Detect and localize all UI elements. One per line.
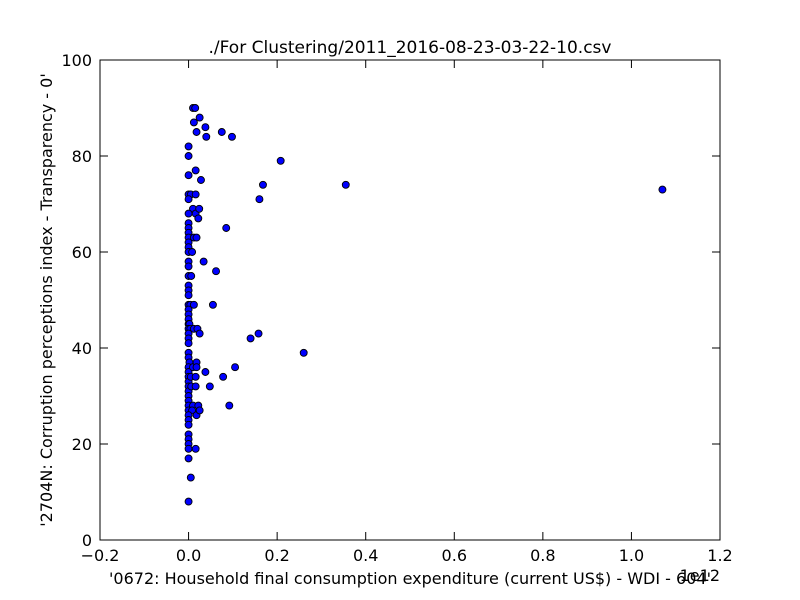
data-point — [192, 233, 201, 242]
data-point — [195, 406, 204, 415]
y-tick-label: 20 — [72, 435, 92, 454]
data-point — [255, 195, 264, 204]
data-point — [192, 128, 201, 136]
data-point — [184, 291, 193, 300]
data-point — [186, 473, 195, 482]
data-point — [184, 262, 193, 271]
data-point — [189, 118, 198, 127]
data-point — [222, 224, 231, 232]
data-point — [184, 454, 193, 463]
x-axis-label: '0672: Household final consumption expen… — [109, 569, 711, 588]
data-point — [225, 401, 234, 410]
data-point — [231, 363, 240, 372]
y-tick-label: 0 — [82, 531, 92, 550]
data-point — [184, 142, 193, 151]
plot-area-frame — [99, 59, 721, 541]
x-tick-label: 0.4 — [353, 546, 378, 565]
y-tick-label: 40 — [72, 339, 92, 358]
x-axis: −0.2 0.0 0.2 0.4 0.6 0.8 1.0 1.2 — [81, 60, 733, 565]
data-point — [658, 185, 667, 194]
data-point — [184, 209, 193, 218]
data-point — [184, 195, 193, 204]
data-point — [205, 382, 214, 391]
data-point — [191, 372, 200, 381]
data-point — [208, 300, 217, 309]
data-point — [189, 300, 198, 309]
data-point — [202, 132, 211, 141]
data-point — [341, 180, 350, 189]
data-point — [184, 152, 193, 160]
x-tick-label: 0.0 — [176, 546, 201, 565]
y-tick-label: 60 — [72, 243, 92, 262]
data-point — [201, 368, 210, 376]
data-point — [219, 372, 228, 381]
data-point — [299, 348, 308, 357]
data-point — [187, 272, 196, 280]
x-tick-label: −0.2 — [81, 546, 120, 565]
data-point — [201, 123, 210, 132]
y-axis: 0 20 40 60 80 100 — [61, 51, 720, 550]
data-point — [184, 420, 193, 429]
data-point — [191, 444, 200, 453]
data-point — [184, 497, 193, 506]
data-point — [217, 128, 226, 136]
data-point — [259, 180, 267, 189]
x-tick-label: 1.0 — [619, 546, 644, 565]
x-tick-label: 0.2 — [264, 546, 289, 565]
x-tick-label: 1.2 — [707, 546, 732, 565]
data-point — [197, 176, 205, 184]
data-point — [276, 156, 285, 165]
y-tick-label: 80 — [72, 147, 92, 166]
data-point — [192, 363, 201, 372]
data-point — [191, 166, 200, 175]
data-point — [228, 132, 236, 141]
data-point — [184, 171, 193, 180]
x-axis-offset-label: 1e12 — [680, 566, 720, 585]
data-point — [195, 113, 204, 122]
scatter-points — [184, 104, 667, 506]
data-point — [246, 334, 255, 343]
data-point — [188, 248, 197, 256]
data-point — [212, 267, 220, 276]
data-point — [254, 329, 263, 338]
data-point — [184, 339, 193, 348]
data-point — [195, 204, 204, 213]
x-tick-label: 0.6 — [442, 546, 467, 565]
data-point — [191, 382, 200, 391]
data-point — [184, 444, 193, 453]
data-point — [195, 329, 204, 338]
y-axis-label: '2704N: Corruption perceptions index - T… — [37, 73, 56, 526]
data-point — [194, 214, 203, 223]
data-point — [191, 190, 200, 199]
chart-title: ./For Clustering/2011_2016-08-23-03-22-1… — [209, 38, 612, 58]
data-point — [191, 104, 200, 112]
x-tick-label: 0.8 — [530, 546, 555, 565]
y-tick-label: 100 — [61, 51, 92, 70]
data-point — [199, 257, 208, 266]
